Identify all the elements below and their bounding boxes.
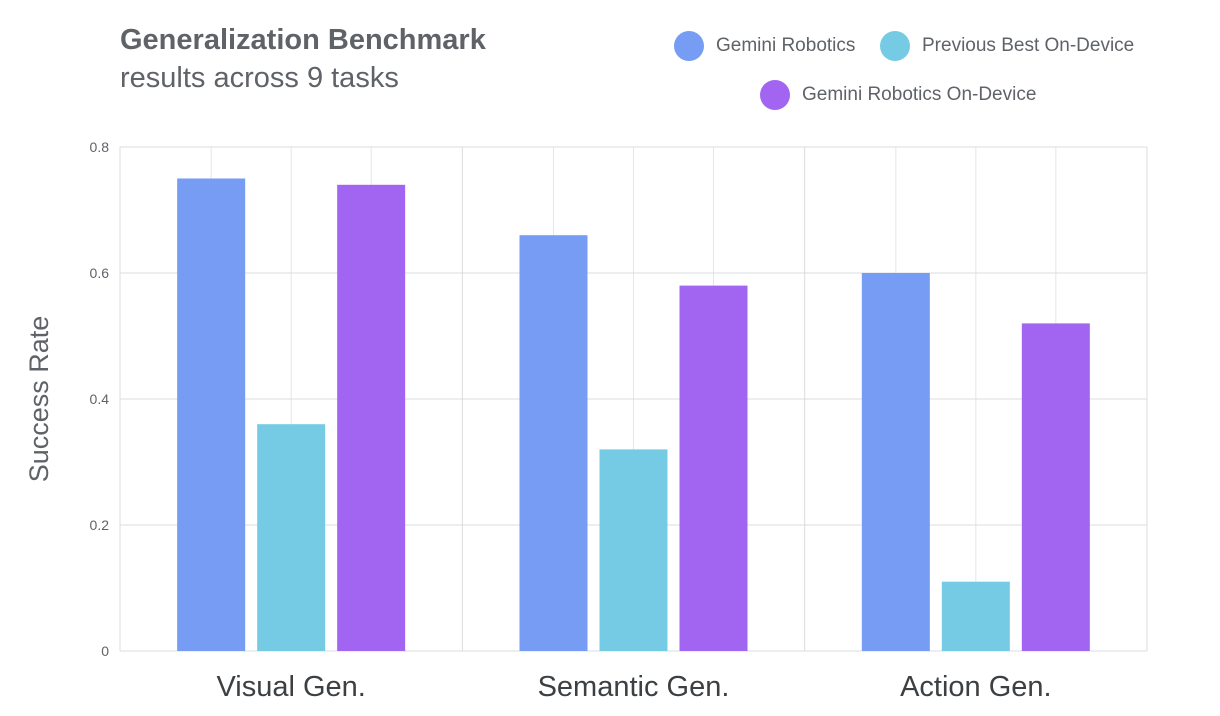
y-tick-label: 0.4 <box>90 391 110 407</box>
y-tick-label: 0 <box>101 643 109 659</box>
bar <box>1021 323 1090 651</box>
x-tick-label: Visual Gen. <box>216 671 365 703</box>
legend-label: Previous Best On-Device <box>922 35 1135 56</box>
legend-item-gemini-robotics-on-device: Gemini Robotics On-Device <box>760 78 1036 112</box>
legend-swatch <box>760 80 790 110</box>
bar <box>257 424 326 651</box>
x-tick-label: Action Gen. <box>900 671 1052 703</box>
bar <box>599 449 668 651</box>
bar <box>679 285 748 651</box>
legend-label: Gemini Robotics On-Device <box>802 84 1037 105</box>
chart-subtitle: results across 9 tasks <box>120 62 399 94</box>
y-axis-label: Success Rate <box>24 316 54 483</box>
y-tick-label: 0.8 <box>90 139 110 155</box>
bar <box>519 235 588 651</box>
bar <box>941 581 1010 651</box>
legend-label: Gemini Robotics <box>716 35 856 56</box>
chart-title: Generalization Benchmark <box>120 24 486 56</box>
legend-item-gemini-robotics: Gemini Robotics <box>674 29 855 63</box>
legend-swatch <box>674 31 704 61</box>
x-tick-label: Semantic Gen. <box>538 671 730 703</box>
bar <box>337 184 406 652</box>
legend-item-previous-best: Previous Best On-Device <box>880 29 1134 63</box>
bar <box>177 178 246 651</box>
y-tick-label: 0.2 <box>90 517 110 533</box>
y-tick-label: 0.6 <box>90 265 110 281</box>
bar <box>861 273 930 651</box>
legend-swatch <box>880 31 910 61</box>
